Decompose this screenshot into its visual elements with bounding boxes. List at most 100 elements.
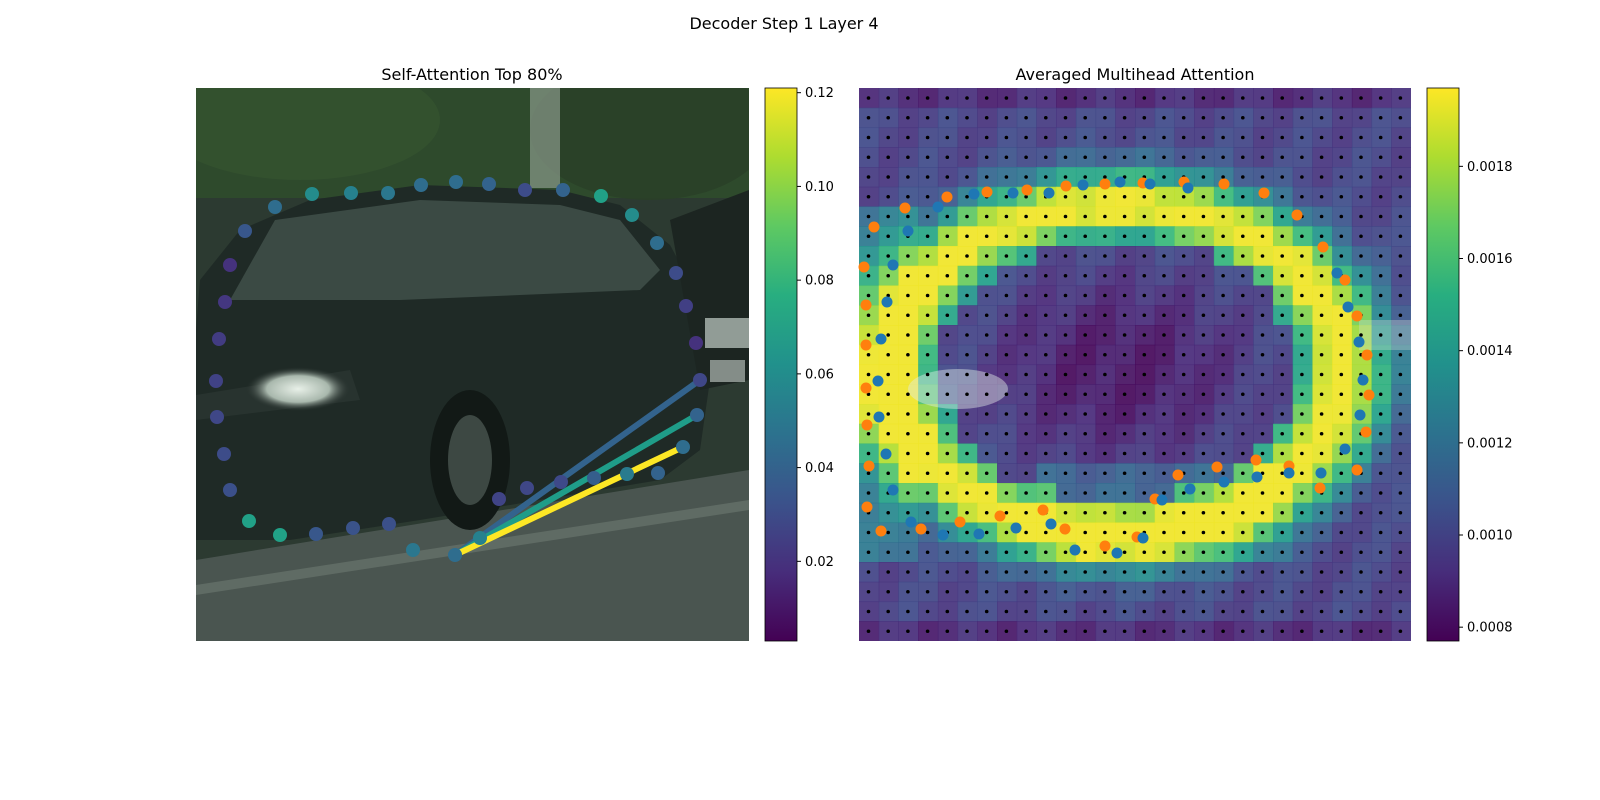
grid-dot [925, 313, 930, 318]
grid-dot [1339, 431, 1344, 436]
grid-dot [945, 589, 950, 594]
grid-dot [1359, 609, 1363, 614]
attention-point [651, 466, 665, 480]
grid-dot [1044, 629, 1048, 634]
grid-dot [866, 570, 871, 574]
grid-dot [1063, 412, 1068, 416]
polygon-point [887, 259, 899, 271]
grid-dot [1221, 372, 1225, 377]
grid-dot [965, 234, 969, 239]
grid-dot [925, 609, 930, 614]
grid-dot [1221, 530, 1225, 535]
grid-dot [866, 96, 871, 100]
attention-points [209, 175, 707, 562]
grid-dot [1162, 431, 1166, 436]
grid-dot [906, 155, 910, 160]
grid-dot [1024, 510, 1028, 515]
grid-dot [1319, 194, 1324, 199]
grid-dot [1201, 471, 1206, 476]
grid-dot [1300, 451, 1304, 456]
attention-point [273, 528, 287, 542]
grid-dot [1024, 254, 1028, 258]
grid-dot [925, 115, 930, 120]
grid-dot [1044, 609, 1048, 614]
grid-dot [1398, 214, 1403, 219]
grid-dot [1024, 471, 1028, 476]
polygon-point [1357, 374, 1369, 386]
grid-dot [1103, 372, 1107, 377]
grid-dot [866, 431, 871, 436]
grid-dot [1181, 333, 1186, 337]
colorbar-tick-label: 0.0012 [1467, 436, 1513, 451]
polygon-point [1363, 389, 1375, 401]
grid-dot [1221, 234, 1225, 239]
grid-dot [984, 550, 989, 555]
grid-dot [1083, 609, 1087, 614]
polygon-point [1114, 176, 1126, 188]
colorbar-tick-label: 0.08 [805, 274, 834, 289]
grid-dot [984, 313, 989, 318]
grid-dot [1241, 352, 1245, 357]
grid-dot [925, 135, 930, 140]
grid-dot [1004, 333, 1009, 337]
grid-dot [1300, 96, 1304, 100]
grid-dot [984, 175, 989, 179]
polygon-point [1283, 467, 1295, 479]
grid-dot [866, 550, 871, 555]
grid-dot [945, 175, 950, 179]
grid-dot [925, 214, 930, 219]
grid-dot [1260, 333, 1265, 337]
grid-dot [1359, 115, 1363, 120]
grid-dot [1300, 570, 1304, 574]
grid-dot [1162, 214, 1166, 219]
grid-dot [1083, 333, 1087, 337]
grid-dot [886, 392, 890, 397]
grid-dot [1201, 234, 1206, 239]
grid-dot [1083, 589, 1087, 594]
grid-dot [1339, 550, 1344, 555]
grid-dot [1319, 352, 1324, 357]
grid-dot [1280, 609, 1284, 614]
grid-dot [1300, 352, 1304, 357]
attention-point [223, 483, 237, 497]
polygon-point [1144, 178, 1156, 190]
grid-dot [1083, 471, 1087, 476]
grid-dot [945, 491, 950, 495]
grid-dot [1044, 175, 1048, 179]
grid-dot [1260, 155, 1265, 160]
polygon-point [1339, 443, 1351, 455]
grid-dot [1280, 352, 1284, 357]
grid-dot [1024, 135, 1028, 140]
grid-dot [1241, 570, 1245, 574]
polygon-point [863, 460, 875, 472]
grid-dot [1241, 530, 1245, 535]
grid-dot [1201, 254, 1206, 258]
polygon-point [860, 339, 872, 351]
grid-dot [1122, 96, 1127, 100]
grid-dot [1063, 194, 1068, 199]
grid-dot [1359, 589, 1363, 594]
grid-dot [1398, 609, 1403, 614]
grid-dot [1181, 530, 1186, 535]
attention-point [676, 440, 690, 454]
grid-dot [1221, 273, 1225, 278]
grid-dot [1201, 175, 1206, 179]
grid-dot [925, 431, 930, 436]
grid-dot [1142, 155, 1147, 160]
grid-dot [1359, 155, 1363, 160]
grid-dot [1122, 609, 1127, 614]
grid-dot [1398, 175, 1403, 179]
grid-dot [945, 214, 950, 219]
polygon-point [1037, 504, 1049, 516]
grid-dot [1260, 550, 1265, 555]
grid-dot [1201, 313, 1206, 318]
grid-dot [906, 135, 910, 140]
grid-dot [1319, 273, 1324, 278]
grid-dot [945, 293, 950, 298]
grid-dot [1221, 412, 1225, 416]
polygon-point [860, 299, 872, 311]
grid-dot [1044, 333, 1048, 337]
grid-dot [906, 431, 910, 436]
grid-dot [1241, 609, 1245, 614]
grid-dot [1339, 372, 1344, 377]
